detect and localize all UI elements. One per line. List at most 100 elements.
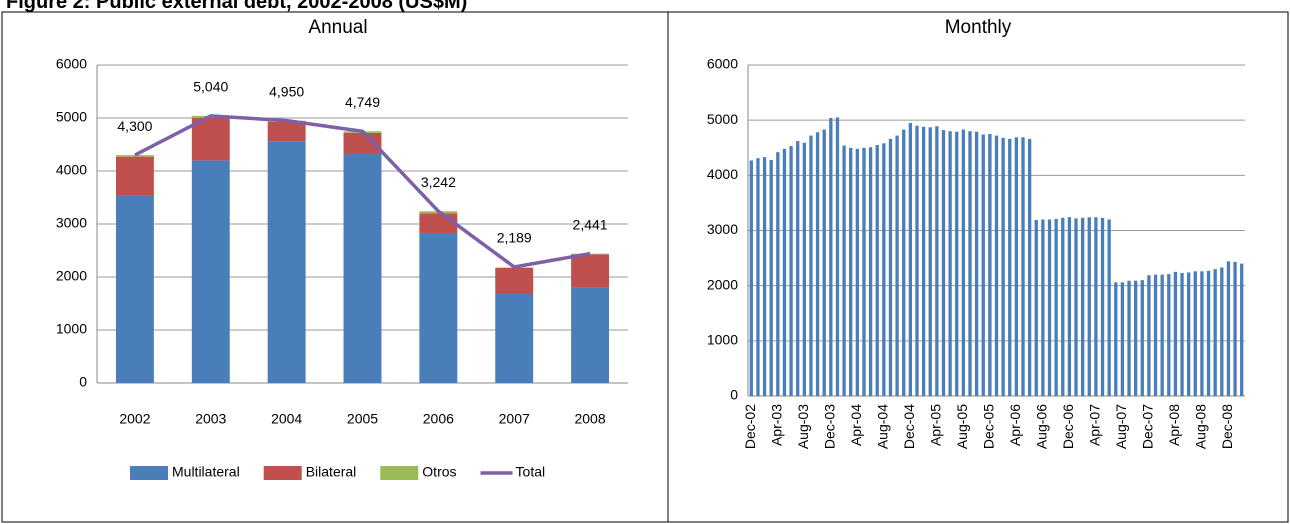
bar-segment (571, 254, 610, 288)
bar (762, 157, 767, 396)
bar (782, 148, 787, 396)
bar (968, 131, 972, 396)
x-tick-label: Dec-02 (742, 404, 758, 449)
x-tick-label: Apr-07 (1087, 404, 1103, 446)
x-tick-label: Aug-03 (795, 404, 811, 449)
y-tick-label: 0 (730, 387, 738, 403)
bar (1067, 217, 1072, 396)
bar (815, 132, 820, 396)
y-tick-label: 0 (79, 374, 87, 390)
bar (1187, 272, 1191, 396)
x-tick-label: Apr-08 (1166, 404, 1182, 446)
x-tick-label: Apr-06 (1007, 404, 1023, 446)
x-tick-label: Apr-04 (848, 404, 864, 446)
panel-frame (667, 11, 1289, 523)
x-tick-label: Apr-03 (769, 404, 785, 446)
x-tick-label: Dec-03 (822, 404, 838, 449)
bar (961, 129, 966, 397)
bar (1001, 137, 1005, 396)
x-tick-label: 2008 (574, 411, 605, 427)
bar (1213, 269, 1217, 396)
y-tick-label: 5000 (56, 109, 87, 125)
y-tick-label: 4000 (56, 162, 87, 178)
bar-segment (191, 160, 230, 383)
bar-segment (191, 118, 230, 161)
bar (955, 131, 959, 397)
y-tick-label: 3000 (707, 221, 738, 237)
y-tick-label: 1000 (56, 321, 87, 337)
legend-swatch (380, 466, 419, 480)
x-tick-label: 2004 (271, 411, 302, 427)
bar (895, 135, 899, 396)
legend-label: Total (516, 464, 546, 480)
y-tick-label: 2000 (56, 268, 87, 284)
data-label: 2,441 (573, 216, 608, 232)
x-tick-label: Apr-05 (928, 404, 944, 446)
bar (915, 125, 919, 396)
bar (1147, 275, 1151, 396)
bar (1134, 280, 1138, 396)
legend-swatch (263, 466, 302, 480)
bar (1034, 220, 1038, 396)
bar (1041, 219, 1045, 396)
bar (868, 147, 873, 396)
x-tick-label: 2002 (119, 411, 150, 427)
data-label: 3,242 (421, 174, 456, 190)
bar (1200, 271, 1204, 396)
bar (1226, 261, 1231, 396)
bar (1107, 219, 1111, 396)
bar-segment (343, 154, 382, 383)
x-tick-label: Aug-04 (875, 404, 891, 449)
legend-swatch (130, 466, 168, 480)
bar (928, 127, 932, 397)
bar (1173, 271, 1178, 396)
bar (1014, 137, 1019, 397)
bar (1008, 138, 1012, 396)
bar-segment (495, 293, 534, 383)
bar (981, 134, 985, 396)
bar (1206, 270, 1211, 396)
y-tick-label: 1000 (707, 332, 738, 348)
bar (941, 130, 946, 396)
bar (1140, 280, 1144, 396)
x-tick-label: Aug-05 (954, 404, 970, 449)
y-tick-label: 6000 (56, 56, 87, 72)
bar-segment (267, 141, 306, 383)
bar (1054, 218, 1058, 396)
bar (849, 147, 853, 396)
data-label: 2,189 (497, 230, 532, 246)
x-tick-label: Dec-04 (901, 404, 917, 449)
bar (875, 144, 879, 396)
legend-label: Bilateral (306, 464, 357, 480)
legend-label: Otros (422, 464, 456, 480)
x-tick-label: 2003 (195, 411, 226, 427)
bar-segment (115, 156, 154, 196)
bar-segment (495, 267, 534, 294)
data-label: 4,300 (117, 118, 152, 134)
bar (1114, 282, 1118, 396)
bar (769, 159, 773, 396)
panel-frame (1, 11, 669, 523)
bar (908, 122, 913, 397)
bar (1027, 138, 1032, 396)
bar (756, 158, 760, 396)
x-tick-label: 2007 (499, 411, 530, 427)
bar (1180, 272, 1184, 396)
bar (948, 131, 952, 396)
bar (829, 117, 833, 397)
bar (1094, 217, 1098, 396)
legend-label: Multilateral (172, 464, 240, 480)
bar (994, 135, 999, 396)
bar (1120, 282, 1125, 396)
y-tick-label: 4000 (707, 166, 738, 182)
bar (776, 152, 780, 396)
bar-segment (419, 213, 458, 234)
bar (974, 131, 979, 397)
y-tick-label: 3000 (56, 215, 87, 231)
x-tick-label: Dec-06 (1060, 404, 1076, 449)
bar (1021, 137, 1025, 397)
bar-segment (343, 132, 382, 155)
bar (749, 160, 753, 396)
bar (1233, 261, 1237, 396)
bar (842, 145, 846, 396)
